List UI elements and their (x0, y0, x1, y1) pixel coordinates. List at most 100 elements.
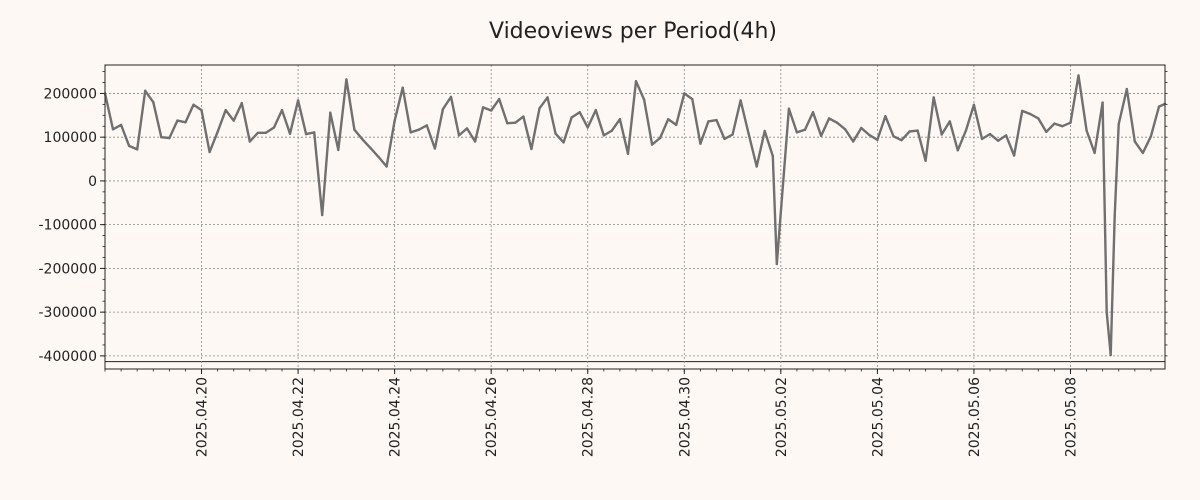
data-point (775, 262, 778, 266)
data-point (763, 129, 766, 133)
x-tick-label: 2025.05.02 (774, 377, 790, 457)
data-point (667, 118, 670, 121)
data-point (988, 132, 992, 136)
data-point (1004, 134, 1008, 137)
data-point (1029, 112, 1032, 116)
data-point (908, 130, 911, 133)
data-point (490, 109, 493, 112)
data-point (803, 128, 807, 131)
data-point (256, 131, 260, 134)
data-point (1093, 151, 1096, 155)
data-point (506, 122, 509, 125)
data-point (739, 99, 742, 102)
x-tick-label: 2025.04.20 (195, 377, 211, 457)
data-point (232, 119, 235, 122)
data-point (626, 152, 630, 155)
data-point (200, 108, 203, 112)
data-point (433, 147, 437, 150)
data-point (956, 149, 959, 152)
data-point (1045, 130, 1048, 134)
data-point (449, 95, 453, 99)
data-point (240, 101, 243, 105)
data-point (119, 123, 123, 127)
x-tick-label: 2025.04.30 (677, 377, 693, 457)
data-point (578, 111, 581, 114)
data-point (264, 131, 268, 134)
data-point (972, 103, 976, 107)
data-point (691, 97, 694, 101)
data-point (683, 92, 686, 95)
data-point (457, 134, 461, 137)
data-point (948, 120, 951, 123)
data-point (650, 143, 654, 146)
x-tick-label: 2025.04.24 (388, 377, 404, 457)
data-point (168, 136, 171, 140)
data-point (594, 108, 597, 112)
data-point (522, 115, 525, 118)
data-point (852, 140, 855, 143)
data-point (393, 119, 396, 123)
data-point (385, 165, 388, 168)
data-point (844, 128, 847, 131)
data-point (562, 141, 565, 144)
data-point (280, 108, 284, 112)
data-point (996, 139, 1000, 142)
data-point (699, 142, 702, 145)
data-point (481, 106, 485, 109)
data-point (892, 135, 895, 138)
series-layer (103, 74, 1167, 357)
data-point (216, 130, 219, 134)
data-point (321, 213, 324, 217)
data-point (1101, 101, 1104, 104)
data-point (345, 78, 348, 81)
data-point (353, 128, 356, 131)
data-point (1125, 87, 1129, 91)
data-point (1069, 121, 1072, 124)
data-point (361, 138, 364, 141)
data-point (570, 116, 573, 119)
data-point (1053, 122, 1056, 125)
data-point (401, 86, 404, 89)
data-point (900, 139, 903, 142)
x-tick-label: 2025.04.26 (484, 377, 500, 457)
data-point (586, 126, 589, 129)
data-point (313, 131, 316, 134)
x-tick-label: 2025.05.04 (870, 377, 886, 457)
plot-frame (104, 64, 1166, 370)
data-point (715, 118, 718, 122)
data-point (192, 103, 195, 107)
data-point (1133, 140, 1137, 143)
data-point (819, 134, 823, 138)
data-point (1085, 129, 1088, 132)
data-point (811, 111, 815, 114)
data-point (1037, 117, 1040, 120)
data-point (602, 134, 605, 137)
x-tick-label: 2025.05.06 (967, 377, 983, 457)
x-tick-label: 2025.04.28 (581, 377, 597, 457)
data-point (184, 121, 187, 124)
data-point (144, 89, 147, 93)
data-point (1157, 105, 1161, 108)
data-point (329, 111, 332, 114)
data-point (272, 126, 276, 129)
data-point (980, 137, 984, 141)
data-point (176, 119, 179, 122)
data-point (1117, 122, 1120, 126)
data-point (417, 128, 420, 131)
grid-lines (105, 65, 1165, 369)
series-line (103, 74, 1166, 357)
data-point (369, 146, 372, 150)
data-point (835, 121, 839, 124)
data-point (441, 108, 445, 111)
data-point (634, 80, 638, 83)
data-point (610, 129, 614, 132)
data-point (498, 97, 501, 101)
data-point (731, 133, 734, 136)
x-axis-ticks: 2025.04.20 2025.04.22 2025.04.24 2025.04.26… (104, 369, 1152, 457)
data-point (1141, 151, 1145, 155)
data-point (884, 115, 887, 118)
data-point (248, 140, 251, 143)
data-point (932, 96, 935, 99)
